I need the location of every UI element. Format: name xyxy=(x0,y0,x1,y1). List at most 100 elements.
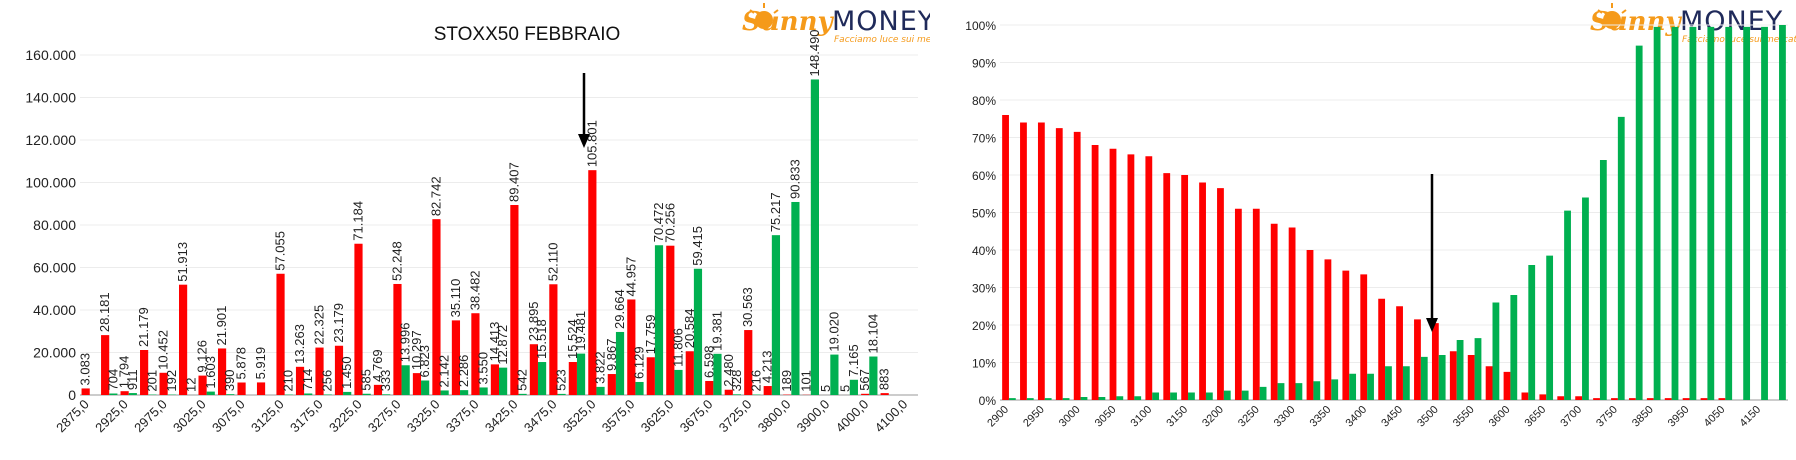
y-tick-label: 90% xyxy=(972,57,996,71)
x-tick-label: 4100,0 xyxy=(872,397,911,436)
put-bar xyxy=(1020,122,1027,400)
x-tick-label: 3275,0 xyxy=(365,397,404,436)
data-label: 2.480 xyxy=(721,354,736,387)
x-tick-label: 3250 xyxy=(1236,404,1262,430)
call-bar xyxy=(440,390,449,395)
put-bar xyxy=(1199,182,1206,400)
call-bar xyxy=(615,331,625,395)
call-bar xyxy=(1599,160,1607,400)
data-label: 3.083 xyxy=(78,353,93,386)
data-label: 567 xyxy=(857,369,872,391)
call-bar xyxy=(1026,398,1034,400)
put-bar xyxy=(1664,398,1672,400)
data-label: 71.184 xyxy=(350,201,365,241)
call-bar xyxy=(362,393,371,395)
put-bar xyxy=(1682,398,1690,400)
put-bar xyxy=(373,384,383,395)
data-label: 585 xyxy=(359,369,374,391)
x-tick-label: 3700 xyxy=(1558,404,1584,430)
call-bar xyxy=(1205,392,1213,400)
call-bar xyxy=(1689,26,1697,400)
y-tick-label: 100% xyxy=(965,19,996,33)
put-bar xyxy=(1700,398,1708,400)
x-tick-label: 3650 xyxy=(1523,404,1549,430)
call-bar xyxy=(1402,366,1410,400)
put-bar xyxy=(880,393,889,395)
call-bar xyxy=(128,393,137,395)
call-bar xyxy=(654,245,664,395)
put-bar xyxy=(179,284,188,395)
data-label: 189 xyxy=(779,370,794,392)
data-label: 12.872 xyxy=(495,325,510,365)
call-bar xyxy=(674,369,683,395)
data-label: 17.759 xyxy=(643,314,658,354)
y-tick-label: 20.000 xyxy=(33,345,76,361)
call-bar xyxy=(1295,383,1303,400)
data-label: 5 xyxy=(838,385,853,392)
data-label: 3.550 xyxy=(476,352,491,385)
call-bar xyxy=(226,394,235,395)
x-tick-label: 3575,0 xyxy=(599,397,638,436)
call-bar xyxy=(1152,392,1160,400)
data-label: 15.524 xyxy=(565,319,580,359)
left-chart: STOXX50 FEBBRAIO Sunny MONEY Facciamo lu… xyxy=(25,3,930,436)
put-bar xyxy=(1503,371,1511,400)
put-bar xyxy=(490,364,499,395)
data-label: 15.518 xyxy=(534,319,549,359)
data-label: 2.142 xyxy=(437,355,452,388)
data-label: 52.248 xyxy=(389,241,404,281)
put-bar xyxy=(1109,148,1117,400)
put-bar xyxy=(1396,306,1403,400)
call-bar xyxy=(1098,397,1106,400)
put-bar xyxy=(1414,319,1421,400)
data-label: 21.179 xyxy=(136,307,151,347)
data-label: 14.413 xyxy=(487,322,502,362)
x-tick-label: 4050 xyxy=(1702,404,1728,430)
put-bar xyxy=(1611,398,1618,400)
call-bar xyxy=(382,394,391,395)
put-bar xyxy=(1145,156,1153,400)
put-bar xyxy=(529,344,538,395)
put-bar xyxy=(646,357,655,395)
call-bar xyxy=(1313,381,1321,400)
data-label: 216 xyxy=(748,370,763,392)
y-tick-label: 70% xyxy=(972,132,996,146)
call-bar xyxy=(1044,398,1052,400)
y-tick-label: 40.000 xyxy=(33,302,76,318)
data-label: 1.450 xyxy=(339,356,354,389)
logo-sunny: Sunny xyxy=(1590,7,1682,37)
call-bar xyxy=(1564,210,1571,400)
data-label: 148.490 xyxy=(807,29,822,76)
call-bar xyxy=(1241,390,1249,400)
data-label: 18.104 xyxy=(865,314,880,354)
call-bar xyxy=(1259,386,1267,400)
data-label: 911 xyxy=(125,369,140,390)
put-bar xyxy=(276,273,285,395)
call-bar xyxy=(732,394,742,395)
data-label: 1.603 xyxy=(203,356,218,389)
put-bar xyxy=(666,245,675,395)
call-bar xyxy=(810,79,819,396)
put-bar xyxy=(1539,394,1547,400)
x-tick-label: 3625,0 xyxy=(638,397,677,436)
put-bar xyxy=(744,330,753,395)
data-label: 11.806 xyxy=(670,328,685,367)
call-bar xyxy=(421,380,430,395)
put-bar xyxy=(1073,131,1081,400)
data-label: 70.256 xyxy=(662,203,677,243)
put-bar xyxy=(432,219,441,395)
call-bar xyxy=(1617,116,1625,400)
data-label: 89.407 xyxy=(506,162,521,202)
call-bar xyxy=(693,268,703,395)
call-bar xyxy=(1080,397,1088,400)
x-tick-label: 3350 xyxy=(1308,404,1334,430)
data-label: 57.055 xyxy=(273,231,288,271)
put-bar xyxy=(451,320,461,395)
put-bar xyxy=(334,345,344,395)
put-bar xyxy=(1575,396,1583,400)
put-bar xyxy=(549,284,558,395)
data-label: 22.325 xyxy=(312,305,327,345)
x-tick-label: 3300 xyxy=(1272,404,1298,430)
data-label: 1.794 xyxy=(117,356,132,389)
data-label: 256 xyxy=(320,370,335,392)
